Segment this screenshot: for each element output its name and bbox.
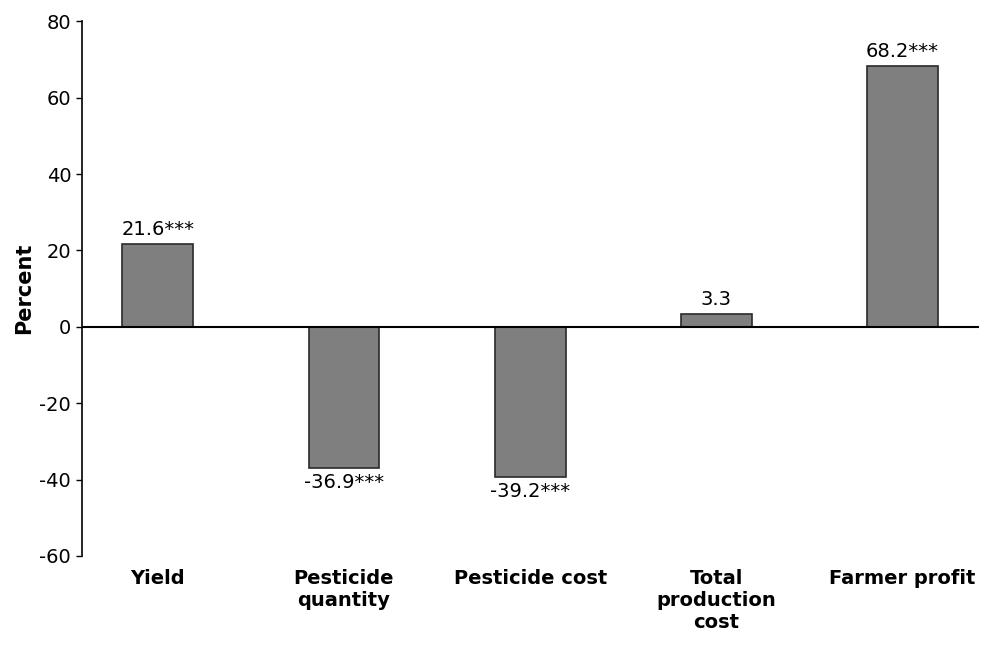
Bar	[495, 327, 566, 477]
Text: 3.3: 3.3	[701, 289, 732, 309]
Text: 21.6***: 21.6***	[121, 220, 194, 238]
Bar	[681, 314, 752, 327]
Bar	[867, 67, 938, 327]
Text: -36.9***: -36.9***	[304, 474, 384, 492]
Text: 68.2***: 68.2***	[866, 42, 939, 61]
Bar	[309, 327, 379, 468]
Text: -39.2***: -39.2***	[490, 482, 570, 501]
Bar	[122, 244, 193, 327]
Y-axis label: Percent: Percent	[14, 243, 34, 335]
